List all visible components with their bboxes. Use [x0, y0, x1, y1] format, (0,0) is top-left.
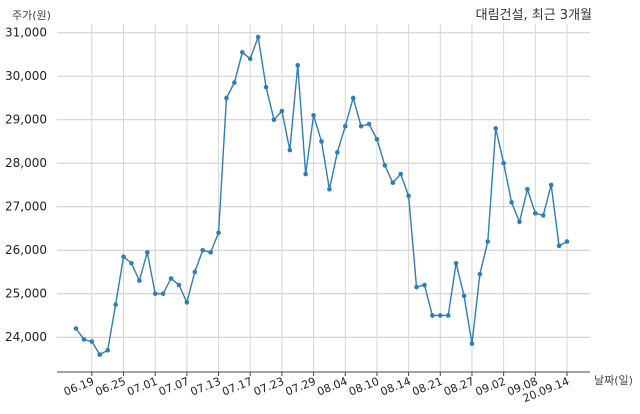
data-point [152, 291, 158, 297]
data-point [224, 95, 229, 101]
data-point [366, 121, 372, 127]
data-point [240, 49, 245, 55]
data-point [81, 337, 87, 342]
x-tick-label: 08.14 [379, 375, 413, 399]
x-tick-label: 08.04 [315, 375, 349, 399]
x-tick-label: 07.01 [125, 375, 159, 399]
data-point [485, 239, 491, 244]
x-tick-label: 09.02 [474, 375, 508, 399]
x-tick-label: 06.19 [62, 375, 96, 399]
data-point [73, 326, 79, 331]
data-point [176, 282, 182, 288]
data-point [422, 282, 427, 288]
data-point [232, 80, 237, 86]
data-point [89, 339, 95, 344]
data-point [358, 123, 364, 129]
data-point [184, 300, 190, 305]
y-tick-label: 29,000 [5, 113, 47, 127]
data-point [303, 171, 308, 177]
data-point [525, 187, 530, 192]
data-point [374, 136, 380, 142]
data-point [445, 313, 451, 318]
chart-title: 대림건설, 최근 3개월 [476, 8, 592, 23]
y-tick-label: 27,000 [5, 200, 47, 214]
data-point [342, 123, 348, 129]
data-point [477, 271, 483, 277]
x-tick-label: 08.21 [410, 375, 444, 399]
data-point [168, 276, 174, 281]
data-point [160, 291, 166, 297]
data-point [493, 126, 499, 131]
y-tick-label: 30,000 [5, 69, 47, 83]
data-point [295, 63, 301, 68]
y-tick-label: 26,000 [5, 243, 47, 257]
data-point [453, 260, 459, 266]
data-point [137, 278, 142, 283]
data-point [517, 219, 522, 225]
data-point [271, 117, 277, 122]
data-point [556, 243, 562, 249]
data-points [73, 34, 570, 357]
data-point [350, 95, 356, 101]
data-point [263, 84, 269, 90]
data-point [564, 239, 570, 244]
y-tick-labels: 24,000 25,000 26,000 27,000 28,000 29,000 30,0… [5, 26, 47, 345]
data-point [105, 347, 110, 353]
series-line [75, 34, 568, 356]
data-point [382, 163, 388, 168]
data-point [287, 147, 293, 153]
data-point [311, 113, 316, 118]
data-point [144, 250, 150, 255]
data-point [461, 293, 467, 299]
data-point [255, 34, 261, 40]
y-tick-label: 31,000 [5, 26, 47, 40]
data-point [430, 313, 435, 318]
grid-lines [57, 24, 590, 376]
data-point [279, 108, 285, 114]
x-tick-labels: 06.1906.2507.0107.0707.1307.1707.2307.29… [62, 375, 571, 405]
data-point [192, 269, 198, 275]
data-point [469, 341, 475, 347]
data-point [113, 302, 118, 307]
y-tick-label: 25,000 [5, 287, 47, 301]
data-point [390, 180, 396, 186]
y-axis-label: 주가(원) [12, 9, 51, 22]
data-point [121, 254, 126, 260]
x-tick-label: 08.27 [442, 375, 476, 399]
data-point [208, 250, 213, 255]
x-tick-label: 07.23 [252, 375, 286, 399]
data-point [398, 171, 403, 177]
data-point [129, 260, 134, 266]
x-tick-label: 07.13 [189, 375, 223, 399]
data-point [406, 193, 411, 199]
x-tick-label: 08.10 [347, 375, 381, 399]
y-tick-label: 28,000 [5, 156, 47, 170]
x-tick-label: 07.07 [157, 375, 191, 399]
data-point [200, 247, 206, 253]
x-tick-label: 07.17 [220, 375, 254, 399]
data-point [335, 150, 340, 155]
data-point [509, 200, 514, 205]
data-point [216, 230, 221, 236]
data-point [319, 139, 324, 144]
data-point [540, 213, 546, 218]
data-point [437, 313, 443, 318]
data-point [327, 187, 332, 192]
x-axis-label: 날짜(일) [594, 373, 633, 387]
x-tick-label: 07.29 [284, 375, 318, 399]
y-tick-label: 24,000 [5, 330, 47, 344]
data-point [97, 352, 103, 357]
x-tick-label: 06.25 [94, 375, 128, 399]
data-point [501, 160, 506, 166]
data-point [414, 284, 419, 290]
data-point [533, 210, 538, 216]
data-point [548, 182, 554, 188]
data-point [247, 56, 253, 62]
